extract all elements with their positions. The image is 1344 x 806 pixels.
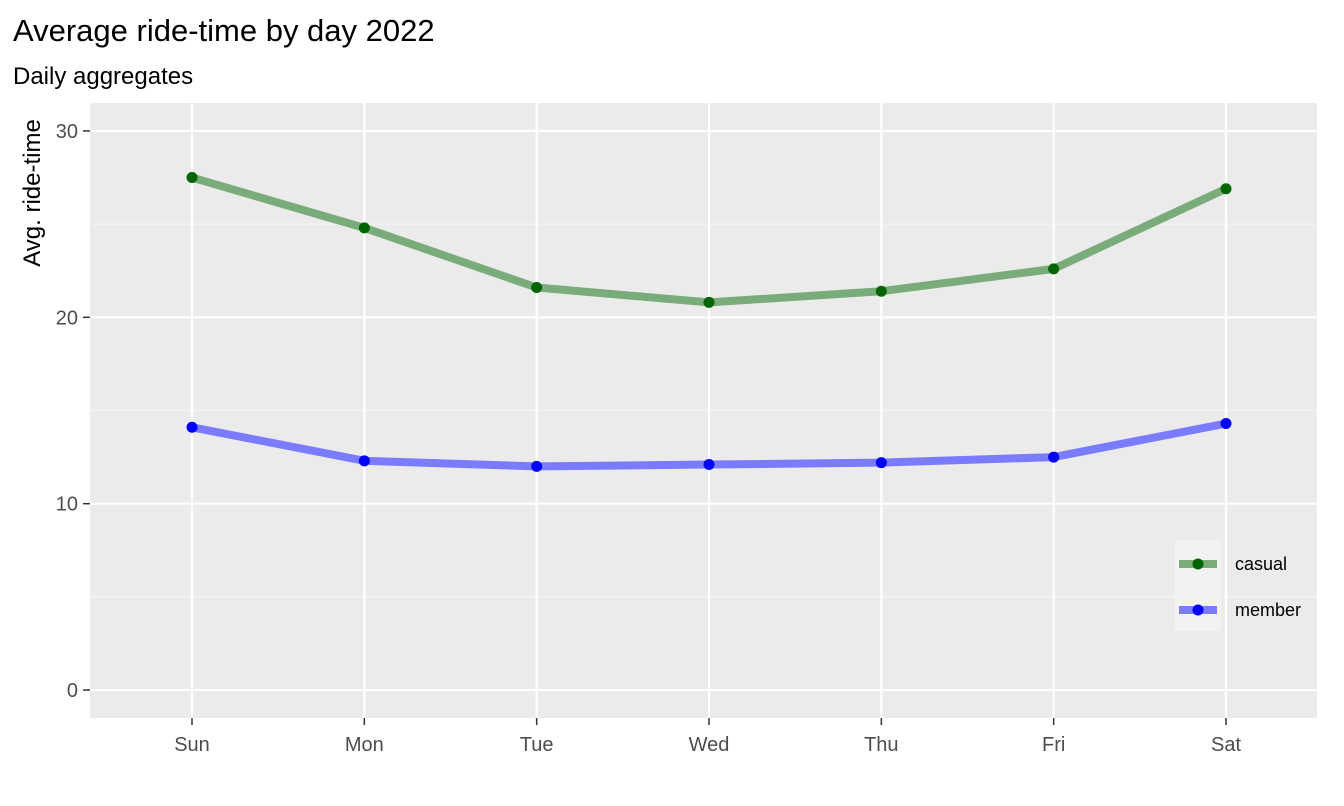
y-tick-label: 0 [67, 680, 78, 702]
y-axis-title: Avg. ride-time [19, 119, 46, 267]
legend-key-point-member [1192, 604, 1204, 616]
legend-label-casual: casual [1235, 554, 1287, 574]
legend-key-point-casual [1192, 558, 1204, 570]
data-point-casual [1048, 263, 1060, 275]
data-point-member [1048, 451, 1060, 463]
data-point-casual [875, 285, 887, 297]
y-axis: 0 10 20 30 [56, 121, 90, 702]
y-tick-label: 10 [56, 494, 78, 516]
data-point-casual [1220, 183, 1232, 195]
y-tick-label: 20 [56, 307, 78, 329]
x-tick-label: Thu [864, 734, 898, 756]
data-point-member [186, 421, 198, 433]
chart-subtitle: Daily aggregates [13, 63, 193, 90]
legend: casual member [1175, 540, 1301, 631]
series-layer [186, 172, 1232, 472]
x-tick-label: Fri [1042, 734, 1065, 756]
x-axis: Sun Mon Tue Wed Thu Fri Sat [174, 718, 1241, 756]
grid-major [90, 103, 1317, 718]
legend-label-member: member [1235, 600, 1301, 620]
data-point-casual [531, 282, 543, 293]
data-point-member [703, 459, 715, 471]
y-tick-label: 30 [56, 121, 78, 143]
data-point-casual [186, 172, 198, 184]
x-tick-label: Mon [345, 734, 384, 756]
data-point-member [1220, 418, 1232, 430]
data-point-casual [703, 296, 715, 308]
x-tick-label: Tue [520, 734, 554, 756]
x-tick-label: Wed [689, 734, 730, 756]
data-point-member [531, 460, 543, 472]
x-tick-label: Sun [174, 734, 210, 756]
legend-key-background [1175, 540, 1221, 631]
grid-minor [90, 223, 1317, 598]
data-point-member [875, 457, 887, 469]
data-point-member [358, 455, 370, 467]
chart-title: Average ride-time by day 2022 [13, 13, 435, 48]
x-tick-label: Sat [1211, 734, 1241, 756]
data-point-casual [358, 222, 370, 234]
